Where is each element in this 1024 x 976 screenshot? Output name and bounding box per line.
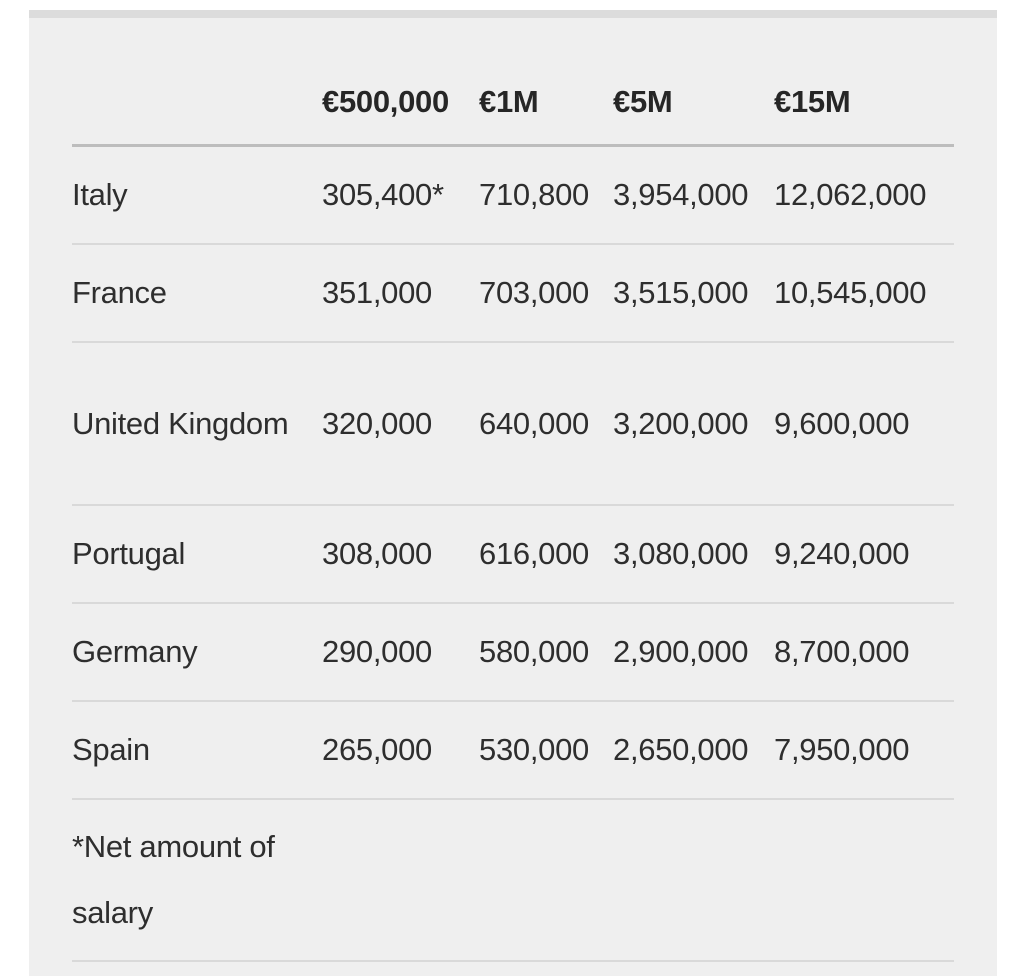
country-cell: United Kingdom	[72, 342, 322, 506]
value-cell: 290,000	[322, 603, 479, 702]
country-cell: Italy	[72, 145, 322, 245]
value-cell: 9,240,000	[774, 505, 954, 604]
empty-cell	[479, 799, 613, 962]
table-row: Spain 265,000 530,000 2,650,000 7,950,00…	[72, 701, 954, 800]
card-top-border	[29, 10, 997, 18]
value-cell: 3,200,000	[613, 342, 774, 506]
value-cell: 308,000	[322, 505, 479, 604]
value-cell: 580,000	[479, 603, 613, 702]
country-cell: Portugal	[72, 505, 322, 604]
value-cell: 3,954,000	[613, 145, 774, 245]
footnote: *Net amount of salary	[72, 799, 322, 962]
value-cell: 265,000	[322, 701, 479, 800]
country-cell: Germany	[72, 603, 322, 702]
header-500k: €500,000	[322, 60, 479, 147]
value-cell: 2,650,000	[613, 701, 774, 800]
value-cell: 9,600,000	[774, 342, 954, 506]
value-cell: 3,080,000	[613, 505, 774, 604]
table-row: France 351,000 703,000 3,515,000 10,545,…	[72, 244, 954, 343]
value-cell: 616,000	[479, 505, 613, 604]
value-cell: 530,000	[479, 701, 613, 800]
header-15m: €15M	[774, 60, 954, 147]
value-cell: 351,000	[322, 244, 479, 343]
empty-cell	[322, 799, 479, 962]
value-cell: 710,800	[479, 145, 613, 245]
value-cell: 10,545,000	[774, 244, 954, 343]
table-row: Italy 305,400* 710,800 3,954,000 12,062,…	[72, 145, 954, 245]
value-cell: 2,900,000	[613, 603, 774, 702]
value-cell: 640,000	[479, 342, 613, 506]
empty-cell	[613, 799, 774, 962]
table-row: Portugal 308,000 616,000 3,080,000 9,240…	[72, 505, 954, 604]
header-country	[72, 60, 322, 147]
empty-cell	[774, 799, 954, 962]
header-row: €500,000 €1M €5M €15M	[72, 60, 954, 147]
country-cell: France	[72, 244, 322, 343]
header-5m: €5M	[613, 60, 774, 147]
value-cell: 12,062,000	[774, 145, 954, 245]
value-cell: 305,400*	[322, 145, 479, 245]
value-cell: 8,700,000	[774, 603, 954, 702]
header-1m: €1M	[479, 60, 613, 147]
value-cell: 3,515,000	[613, 244, 774, 343]
value-cell: 703,000	[479, 244, 613, 343]
footnote-row: *Net amount of salary	[72, 799, 954, 962]
value-cell: 7,950,000	[774, 701, 954, 800]
country-cell: Spain	[72, 701, 322, 800]
salary-comparison-table: €500,000 €1M €5M €15M Italy 305,400* 710…	[72, 60, 954, 962]
table-row: United Kingdom 320,000 640,000 3,200,000…	[72, 342, 954, 506]
value-cell: 320,000	[322, 342, 479, 506]
table-row: Germany 290,000 580,000 2,900,000 8,700,…	[72, 603, 954, 702]
